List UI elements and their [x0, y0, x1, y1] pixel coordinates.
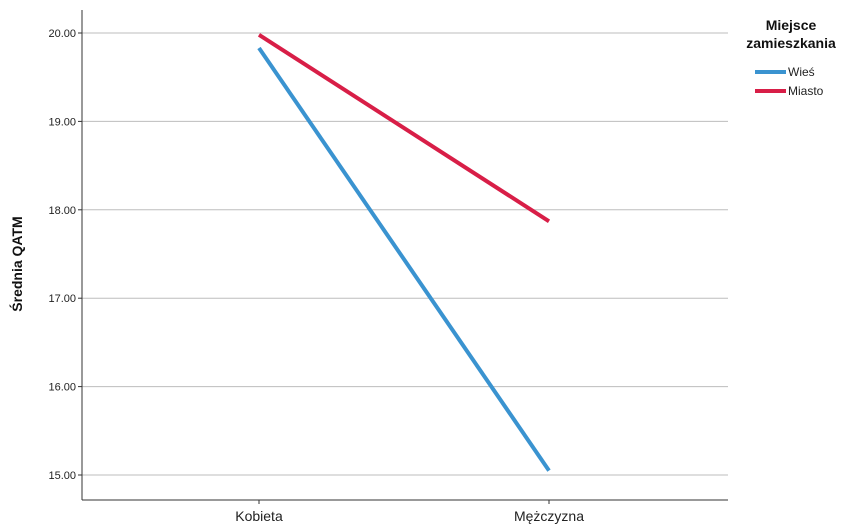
y-tick-label: 16.00	[48, 382, 76, 394]
series-lines	[257, 33, 551, 472]
y-tick-label: 17.00	[48, 293, 76, 305]
y-tick-label: 19.00	[48, 116, 76, 128]
y-tick-labels: 15.00 16.00 17.00 18.00 19.00 20.00	[48, 28, 82, 482]
gridlines	[82, 32, 728, 476]
series-line-1	[257, 33, 551, 223]
x-tick-labels: Kobieta Mężczyzna	[235, 500, 584, 524]
series-line-0	[257, 46, 551, 472]
x-tick-label: Mężczyzna	[514, 508, 584, 524]
legend-title-line-1: Miejsce	[766, 17, 817, 33]
legend-label: Miasto	[788, 84, 824, 98]
y-tick-label: 15.00	[48, 470, 76, 482]
y-axis-label: Średnia QATM	[8, 216, 25, 311]
legend-title-line-2: zamieszkania	[746, 35, 836, 51]
x-tick-label: Kobieta	[235, 508, 283, 524]
y-tick-label: 20.00	[48, 28, 76, 40]
y-tick-label: 18.00	[48, 205, 76, 217]
legend-label: Wieś	[788, 65, 815, 79]
legend: Miejsce zamieszkania Wieś Miasto	[746, 17, 836, 98]
legend-items: Wieś Miasto	[755, 65, 824, 98]
